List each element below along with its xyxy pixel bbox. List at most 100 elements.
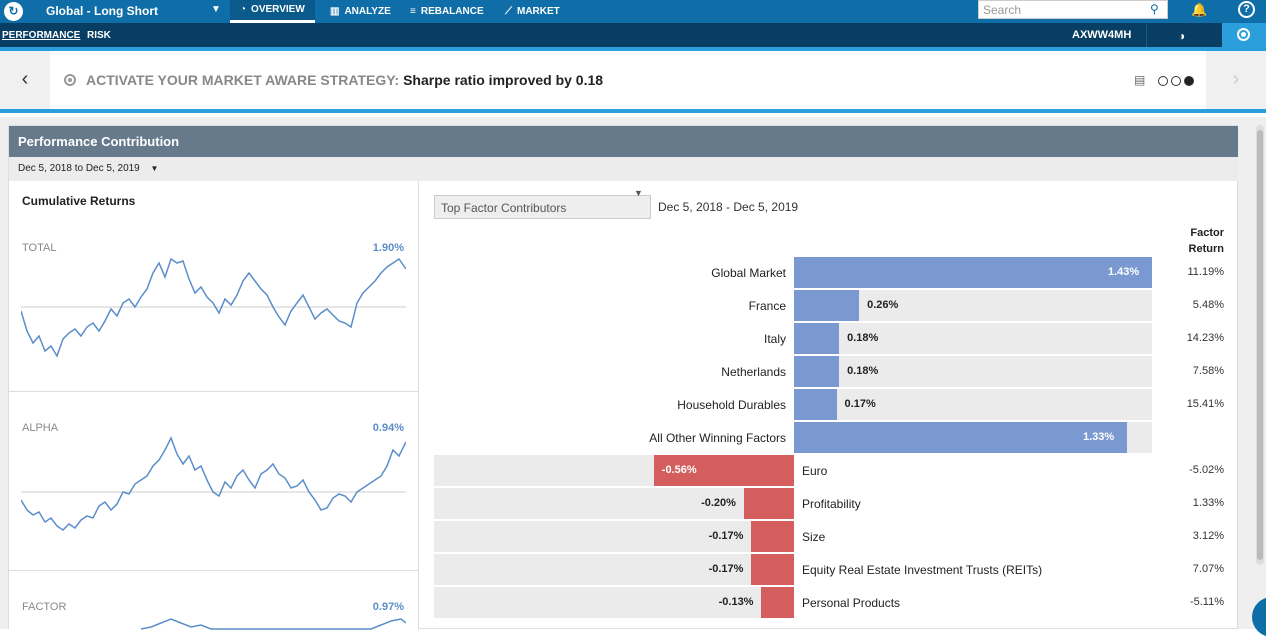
factor-row[interactable]: -0.20% Profitability 1.33%: [434, 488, 1234, 519]
factor-return-value: 11.19%: [1187, 266, 1225, 278]
target-icon: [1237, 28, 1250, 41]
factor-row[interactable]: France 0.26% 5.48%: [434, 290, 1234, 321]
chevron-down-icon[interactable]: ▼: [211, 4, 221, 15]
chart-label: TOTAL: [22, 242, 57, 254]
factor-return-value: 1.33%: [1192, 497, 1224, 509]
factor-name: Profitability: [802, 497, 861, 511]
chart-value: 0.94%: [372, 422, 404, 434]
factor-name: Netherlands: [721, 365, 786, 379]
row-background: [434, 521, 794, 552]
factor-row[interactable]: -0.56% Euro -5.02%: [434, 455, 1234, 486]
tab-analyze[interactable]: ▥ ANALYZE: [320, 0, 401, 23]
chevron-down-icon[interactable]: ▼: [634, 188, 643, 198]
factor-row[interactable]: All Other Winning Factors 1.33%: [434, 422, 1234, 453]
factor-chart: FACTOR 0.97%: [9, 571, 419, 630]
page-dot-active[interactable]: [1184, 76, 1194, 86]
contribution-bar[interactable]: [751, 554, 794, 585]
contribution-value: -0.17%: [708, 563, 744, 575]
chat-icon[interactable]: [1252, 597, 1266, 637]
factor-row[interactable]: Netherlands 0.18% 7.58%: [434, 356, 1234, 387]
row-background: [434, 488, 794, 519]
contribution-bar[interactable]: [653, 455, 794, 486]
row-background: [794, 323, 1152, 354]
factor-row[interactable]: -0.17% Size 3.12%: [434, 521, 1234, 552]
contribution-bar[interactable]: [794, 356, 840, 387]
contribution-bar[interactable]: [743, 488, 794, 519]
factor-name: Global Market: [711, 266, 786, 280]
page-dot[interactable]: [1171, 76, 1181, 86]
chart-label: FACTOR: [22, 601, 67, 613]
factor-name: Personal Products: [802, 596, 901, 610]
scrollbar-thumb[interactable]: [1257, 130, 1263, 560]
target-button[interactable]: [1222, 23, 1266, 47]
row-background: [434, 554, 794, 585]
sub-nav-bar: PERFORMANCE RISK AXWW4MH ◑: [0, 23, 1266, 47]
factor-row[interactable]: Global Market 1.43% 11.19%: [434, 257, 1234, 288]
contribution-value: 0.17%: [844, 398, 876, 410]
divider: [9, 391, 419, 392]
performance-contribution-panel: Performance Contribution Dec 5, 2018 to …: [8, 125, 1238, 630]
banner-text: ACTIVATE YOUR MARKET AWARE STRATEGY: Sha…: [86, 72, 603, 88]
tab-rebalance[interactable]: ≡ REBALANCE: [400, 0, 494, 23]
tab-performance[interactable]: PERFORMANCE: [2, 30, 81, 41]
chart-label: ALPHA: [22, 422, 59, 434]
document-icon[interactable]: ▤: [1134, 73, 1146, 87]
account-id[interactable]: AXWW4MH: [1072, 29, 1132, 41]
tab-overview[interactable]: ◔ OVERVIEW: [230, 0, 315, 23]
chevron-down-icon[interactable]: ▼: [150, 164, 159, 173]
contributor-type-select[interactable]: Top Factor Contributors: [434, 195, 651, 219]
factor-row[interactable]: Italy 0.18% 14.23%: [434, 323, 1234, 354]
tab-risk[interactable]: RISK: [87, 30, 111, 41]
previous-button[interactable]: ‹: [0, 51, 50, 109]
factor-return-value: 7.07%: [1192, 563, 1224, 575]
search-input[interactable]: Search: [978, 0, 1168, 19]
factor-return-header: Factor Return: [1188, 227, 1224, 255]
contribution-bar[interactable]: [751, 521, 794, 552]
bar-chart-icon: ▥: [330, 5, 340, 17]
contribution-value: 0.18%: [847, 365, 879, 377]
factor-return-value: -5.11%: [1189, 596, 1224, 608]
help-icon[interactable]: ?: [1238, 1, 1255, 18]
search-icon[interactable]: ⚲: [1150, 2, 1159, 16]
bell-icon[interactable]: 🔔: [1191, 2, 1208, 17]
factor-contributors-section: Top Factor Contributors ▼ Dec 5, 2018 - …: [434, 181, 1234, 630]
factor-return-value: 7.58%: [1192, 365, 1224, 377]
factor-return-value: 3.12%: [1192, 530, 1224, 542]
page-dot[interactable]: [1158, 76, 1168, 86]
dashboard-icon: ◔: [240, 4, 247, 15]
contribution-value: -0.56%: [661, 464, 697, 476]
row-background: [794, 389, 1152, 420]
contribution-bar[interactable]: [794, 257, 1152, 288]
date-range-label: Dec 5, 2018 to Dec 5, 2019: [18, 163, 140, 174]
contribution-bar[interactable]: [794, 422, 1127, 453]
factor-return-value: 14.23%: [1186, 332, 1224, 344]
banner-message[interactable]: Sharpe ratio improved by 0.18: [403, 72, 604, 88]
tab-market[interactable]: ⟋ MARKET: [495, 0, 570, 23]
factor-return-value: -5.02%: [1189, 464, 1224, 476]
contribution-bar[interactable]: [794, 323, 840, 354]
contrast-icon[interactable]: ◑: [1178, 29, 1186, 43]
alpha-chart: ALPHA 0.94%: [9, 392, 419, 570]
section-title: Cumulative Returns: [22, 194, 136, 208]
contribution-bar[interactable]: [761, 587, 794, 618]
factor-name: Euro: [802, 464, 828, 478]
chart-value: 0.97%: [372, 601, 404, 613]
app-logo-icon[interactable]: ↻: [4, 2, 23, 21]
portfolio-selector[interactable]: Global - Long Short: [46, 4, 158, 18]
target-icon: [64, 74, 76, 86]
factor-row[interactable]: -0.17% Equity Real Estate Investment Trus…: [434, 554, 1234, 585]
chart-value: 1.90%: [372, 242, 404, 254]
factor-row[interactable]: -0.13% Personal Products -5.11%: [434, 587, 1234, 618]
next-button[interactable]: ›: [1206, 51, 1266, 109]
line-chart-icon: ⟋: [505, 5, 512, 17]
divider: [1146, 23, 1147, 47]
factor-name: Household Durables: [677, 398, 786, 412]
contribution-bar[interactable]: [794, 290, 860, 321]
date-range-selector[interactable]: Dec 5, 2018 to Dec 5, 2019 ▼: [9, 157, 1238, 181]
contribution-value: -0.13%: [718, 596, 754, 608]
contribution-bar[interactable]: [794, 389, 837, 420]
factor-row[interactable]: Household Durables 0.17% 15.41%: [434, 389, 1234, 420]
sparkline: [21, 257, 406, 358]
factor-return-value: 15.41%: [1186, 398, 1224, 410]
contribution-value: 0.18%: [847, 332, 879, 344]
